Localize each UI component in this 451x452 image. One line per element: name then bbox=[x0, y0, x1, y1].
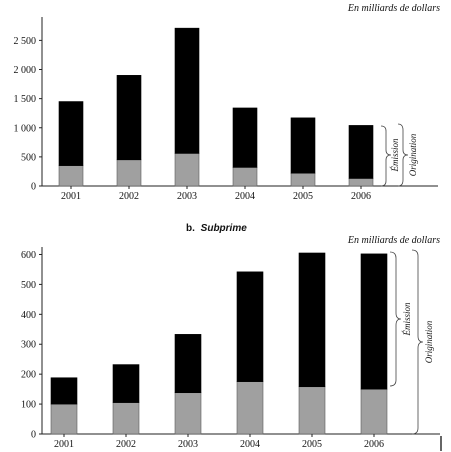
x-tick-label: 2005 bbox=[302, 439, 322, 450]
chart-subprime: b. Subprime En milliards de dollars 0 100… bbox=[21, 223, 442, 451]
bar-2004-lower bbox=[232, 167, 258, 187]
chart-total-issuance: En milliards de dollars 0 500 1 000 1 500 2 … bbox=[14, 3, 441, 202]
y-tick-label: 200 bbox=[21, 370, 36, 381]
bar-2003-upper bbox=[174, 27, 200, 154]
y-tick-label: 0 bbox=[31, 430, 36, 441]
unit-label-bottom: En milliards de dollars bbox=[347, 235, 440, 246]
bar-2005-lower bbox=[298, 386, 326, 435]
bar-2001-upper bbox=[50, 377, 78, 405]
x-tick-label: 2006 bbox=[364, 439, 384, 450]
bars-bottom bbox=[50, 252, 388, 435]
label-emission-top: Émission bbox=[390, 138, 400, 173]
y-tick-label: 2 500 bbox=[14, 36, 37, 47]
bar-2001-lower bbox=[58, 165, 84, 187]
braces-top: Émission Origination bbox=[380, 123, 418, 187]
subtitle-prefix: b. bbox=[186, 223, 195, 234]
x-tick-label: 2001 bbox=[54, 439, 74, 450]
label-origination-bottom: Origination bbox=[424, 320, 434, 363]
bar-2006-lower bbox=[360, 388, 388, 435]
y-tick-label: 100 bbox=[21, 400, 36, 411]
x-axis-ticks-top: 2001 2002 2003 2004 2005 2006 bbox=[61, 186, 371, 202]
bar-2004-upper bbox=[232, 107, 258, 168]
bar-2003-upper bbox=[174, 334, 202, 394]
x-axis-ticks-bottom: 2001 2002 2003 2004 2005 2006 bbox=[54, 434, 384, 450]
bar-2001-upper bbox=[58, 101, 84, 166]
x-tick-label: 2004 bbox=[235, 191, 255, 202]
bar-2005-upper bbox=[290, 117, 316, 174]
brace-emission-bottom bbox=[389, 251, 402, 387]
y-tick-label: 300 bbox=[21, 340, 36, 351]
x-tick-label: 2005 bbox=[293, 191, 313, 202]
x-tick-label: 2006 bbox=[351, 191, 371, 202]
y-tick-label: 500 bbox=[21, 280, 36, 291]
y-tick-label: 0 bbox=[31, 182, 36, 193]
brace-emission-top bbox=[380, 125, 392, 187]
bar-2005-upper bbox=[298, 252, 326, 388]
subtitle-text: Subprime bbox=[201, 223, 248, 234]
x-tick-label: 2003 bbox=[178, 439, 198, 450]
y-axis-ticks-top: 0 500 1 000 1 500 2 000 2 500 bbox=[14, 36, 42, 193]
y-tick-label: 2 000 bbox=[14, 65, 37, 76]
x-tick-label: 2004 bbox=[240, 439, 260, 450]
brace-origination-top bbox=[397, 123, 409, 187]
label-origination-top: Origination bbox=[408, 133, 418, 176]
unit-label-top: En milliards de dollars bbox=[347, 3, 440, 14]
brace-origination-bottom bbox=[411, 249, 424, 435]
x-tick-label: 2003 bbox=[177, 191, 197, 202]
bar-2006-lower bbox=[348, 178, 374, 187]
bar-2005-lower bbox=[290, 172, 316, 187]
bar-2003-lower bbox=[174, 153, 200, 187]
bars-top bbox=[58, 27, 374, 187]
label-emission-bottom: Émission bbox=[402, 302, 412, 337]
bar-2002-upper bbox=[112, 364, 140, 403]
bar-2006-upper bbox=[348, 125, 374, 179]
bar-2003-lower bbox=[174, 392, 202, 435]
x-tick-label: 2001 bbox=[61, 191, 81, 202]
bar-2002-upper bbox=[116, 75, 142, 161]
bar-2004-lower bbox=[236, 381, 264, 435]
y-tick-label: 1 000 bbox=[14, 123, 37, 134]
y-tick-label: 500 bbox=[21, 152, 36, 163]
subtitle-subprime: b. Subprime bbox=[186, 223, 247, 234]
braces-bottom: Émission Origination bbox=[389, 249, 434, 435]
y-tick-label: 400 bbox=[21, 310, 36, 321]
x-tick-label: 2002 bbox=[116, 439, 136, 450]
y-tick-label: 600 bbox=[21, 250, 36, 261]
bar-2004-upper bbox=[236, 271, 264, 382]
x-tick-label: 2002 bbox=[119, 191, 139, 202]
bar-2006-upper bbox=[360, 253, 388, 390]
bar-2002-lower bbox=[112, 402, 140, 435]
y-axis-ticks-bottom: 0 100 200 300 400 500 600 bbox=[21, 250, 42, 441]
y-tick-label: 1 500 bbox=[14, 94, 37, 105]
bar-2002-lower bbox=[116, 159, 142, 187]
bar-2001-lower bbox=[50, 403, 78, 435]
